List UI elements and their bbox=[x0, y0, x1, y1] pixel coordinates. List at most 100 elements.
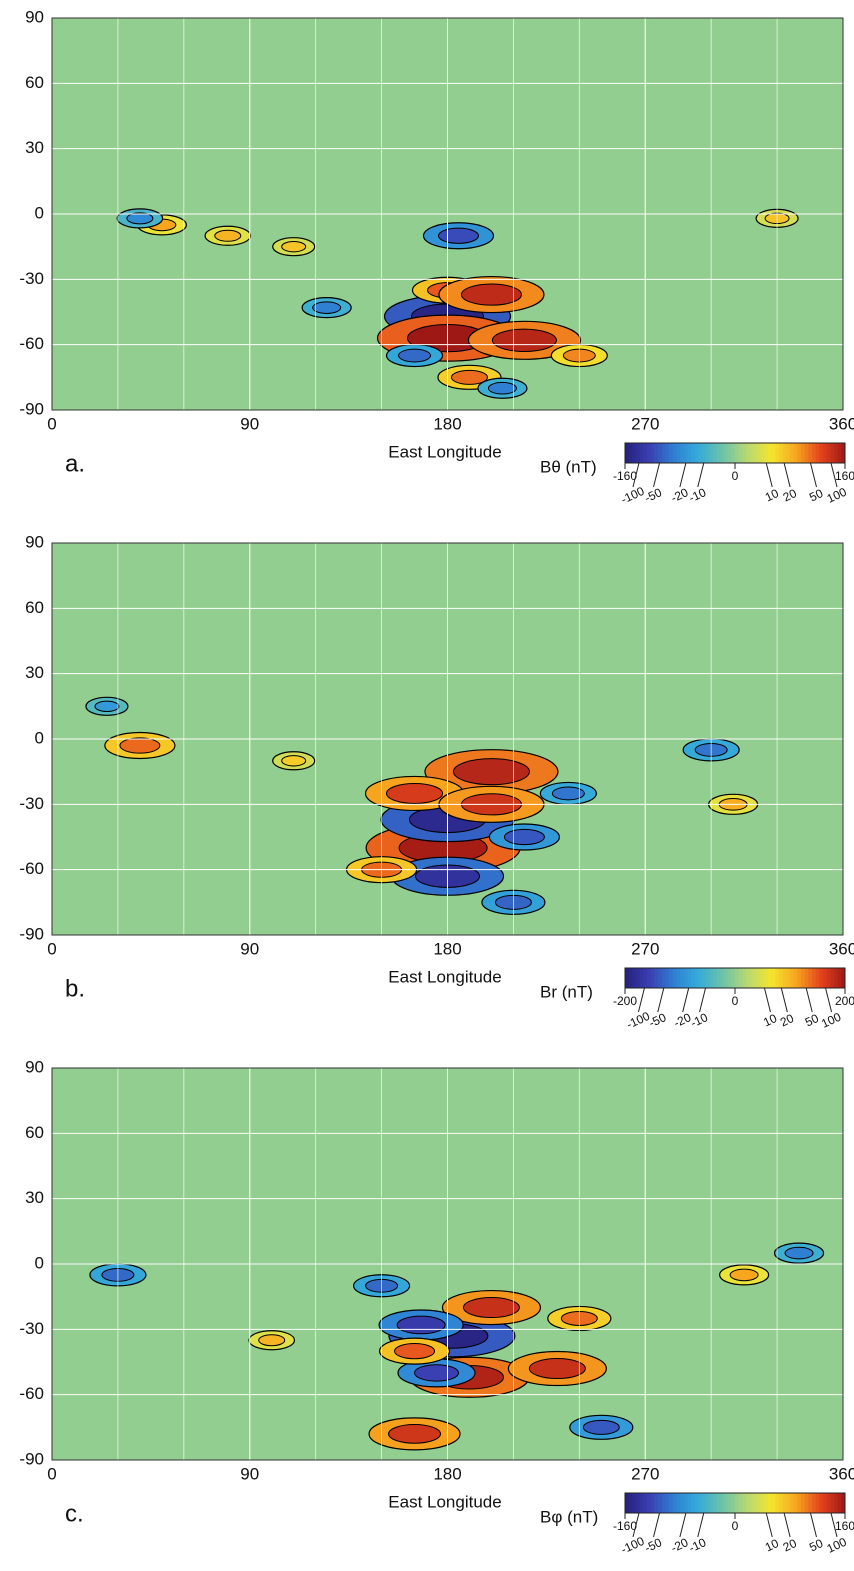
colorbar-cell bbox=[749, 968, 754, 988]
colorbar-cell bbox=[647, 1493, 652, 1513]
field-core bbox=[528, 1358, 586, 1380]
colorbar-cell bbox=[654, 443, 659, 463]
colorbar-tick bbox=[682, 987, 690, 1013]
colorbar-cell bbox=[837, 1493, 842, 1513]
colorbar-tick-label: -50 bbox=[647, 1010, 669, 1030]
colorbar-cell bbox=[727, 443, 732, 463]
colorbar-cell bbox=[724, 968, 729, 988]
colorbar-cell bbox=[694, 968, 699, 988]
colorbar-cell bbox=[804, 443, 809, 463]
colorbar-cell bbox=[804, 968, 809, 988]
colorbar-cell bbox=[669, 1493, 674, 1513]
colorbar-cell bbox=[768, 968, 773, 988]
colorbar-cell bbox=[694, 1493, 699, 1513]
colorbar-cell bbox=[815, 968, 820, 988]
colorbar-label: Br (nT) bbox=[540, 982, 593, 1001]
colorbar-cell bbox=[672, 968, 677, 988]
colorbar-tick-label: -10 bbox=[687, 485, 709, 505]
colorbar-cell bbox=[632, 443, 637, 463]
colorbar-tick bbox=[679, 1512, 687, 1538]
colorbar-tick-label: 160 bbox=[835, 1519, 854, 1533]
colorbar-tick-label: -10 bbox=[687, 1535, 709, 1555]
colorbar-cell bbox=[738, 443, 743, 463]
colorbar-tick bbox=[805, 987, 813, 1013]
x-tick-label: 360 bbox=[829, 414, 854, 433]
colorbar-tick-label: 200 bbox=[835, 994, 854, 1008]
field-core bbox=[491, 328, 557, 353]
colorbar-tick-label: 100 bbox=[825, 1535, 849, 1556]
colorbar-tick-label: -50 bbox=[642, 485, 664, 505]
y-tick-label: -60 bbox=[19, 1384, 44, 1403]
colorbar-cell bbox=[661, 1493, 666, 1513]
colorbar-cell bbox=[841, 968, 846, 988]
colorbar-cell bbox=[742, 443, 747, 463]
colorbar-cell bbox=[764, 1493, 769, 1513]
colorbar-cell bbox=[628, 443, 633, 463]
colorbar-cell bbox=[757, 443, 762, 463]
colorbar-cell bbox=[738, 1493, 743, 1513]
colorbar-cell bbox=[694, 443, 699, 463]
y-tick-label: -30 bbox=[19, 794, 44, 813]
field-core bbox=[437, 227, 479, 244]
y-tick-label: 30 bbox=[25, 138, 44, 157]
colorbar-cell bbox=[658, 443, 663, 463]
y-tick-label: 0 bbox=[35, 728, 44, 747]
colorbar-tick-label: 10 bbox=[763, 1536, 781, 1554]
colorbar-cell bbox=[731, 443, 736, 463]
field-core bbox=[414, 1364, 460, 1382]
colorbar-cell bbox=[826, 1493, 831, 1513]
colorbar-cell bbox=[815, 1493, 820, 1513]
y-tick-label: -90 bbox=[19, 1449, 44, 1468]
colorbar-cell bbox=[639, 443, 644, 463]
y-tick-label: 30 bbox=[25, 1188, 44, 1207]
colorbar-tick bbox=[765, 462, 773, 488]
colorbar-cell bbox=[691, 1493, 696, 1513]
colorbar-cell bbox=[643, 968, 648, 988]
colorbar-cell bbox=[760, 968, 765, 988]
field-core bbox=[452, 758, 530, 786]
colorbar-cell bbox=[687, 968, 692, 988]
colorbar-cell bbox=[812, 443, 817, 463]
x-tick-label: 0 bbox=[47, 414, 56, 433]
colorbar-tick bbox=[830, 1512, 838, 1538]
colorbar-tick-label: 20 bbox=[781, 486, 799, 504]
colorbar-tick-label: 10 bbox=[761, 1011, 779, 1029]
colorbar-tick-label: 50 bbox=[807, 486, 825, 504]
panel-label: b. bbox=[65, 975, 85, 1002]
x-tick-label: 180 bbox=[433, 414, 461, 433]
colorbar-tick-label: 0 bbox=[732, 469, 739, 483]
colorbar-cell bbox=[735, 1493, 740, 1513]
colorbar-cell bbox=[753, 1493, 758, 1513]
y-tick-label: 60 bbox=[25, 1123, 44, 1142]
colorbar-tick-label: -10 bbox=[688, 1010, 710, 1030]
colorbar-cell bbox=[654, 968, 659, 988]
field-core bbox=[312, 301, 342, 314]
x-tick-label: 90 bbox=[240, 939, 259, 958]
colorbar-cell bbox=[815, 443, 820, 463]
field-core bbox=[119, 737, 161, 754]
colorbar-cell bbox=[738, 968, 743, 988]
field-core bbox=[460, 283, 522, 306]
colorbar-cell bbox=[771, 1493, 776, 1513]
colorbar-cell bbox=[724, 443, 729, 463]
colorbar-label: Bφ (nT) bbox=[540, 1507, 598, 1526]
colorbar-cell bbox=[790, 968, 795, 988]
colorbar-tick bbox=[830, 462, 838, 488]
y-tick-label: 0 bbox=[35, 203, 44, 222]
colorbar-cell bbox=[628, 1493, 633, 1513]
colorbar-cell bbox=[746, 968, 751, 988]
colorbar-cell bbox=[650, 968, 655, 988]
colorbar-cell bbox=[632, 968, 637, 988]
field-core bbox=[729, 1268, 759, 1282]
colorbar-cell bbox=[804, 1493, 809, 1513]
colorbar-cell bbox=[797, 1493, 802, 1513]
colorbar-cell bbox=[801, 443, 806, 463]
colorbar-cell bbox=[801, 1493, 806, 1513]
colorbar-cell bbox=[830, 443, 835, 463]
colorbar-cell bbox=[683, 968, 688, 988]
colorbar-cell bbox=[680, 968, 685, 988]
field-core bbox=[450, 369, 488, 385]
x-tick-label: 270 bbox=[631, 414, 659, 433]
colorbar-cell bbox=[727, 1493, 732, 1513]
colorbar-tick bbox=[657, 987, 665, 1013]
